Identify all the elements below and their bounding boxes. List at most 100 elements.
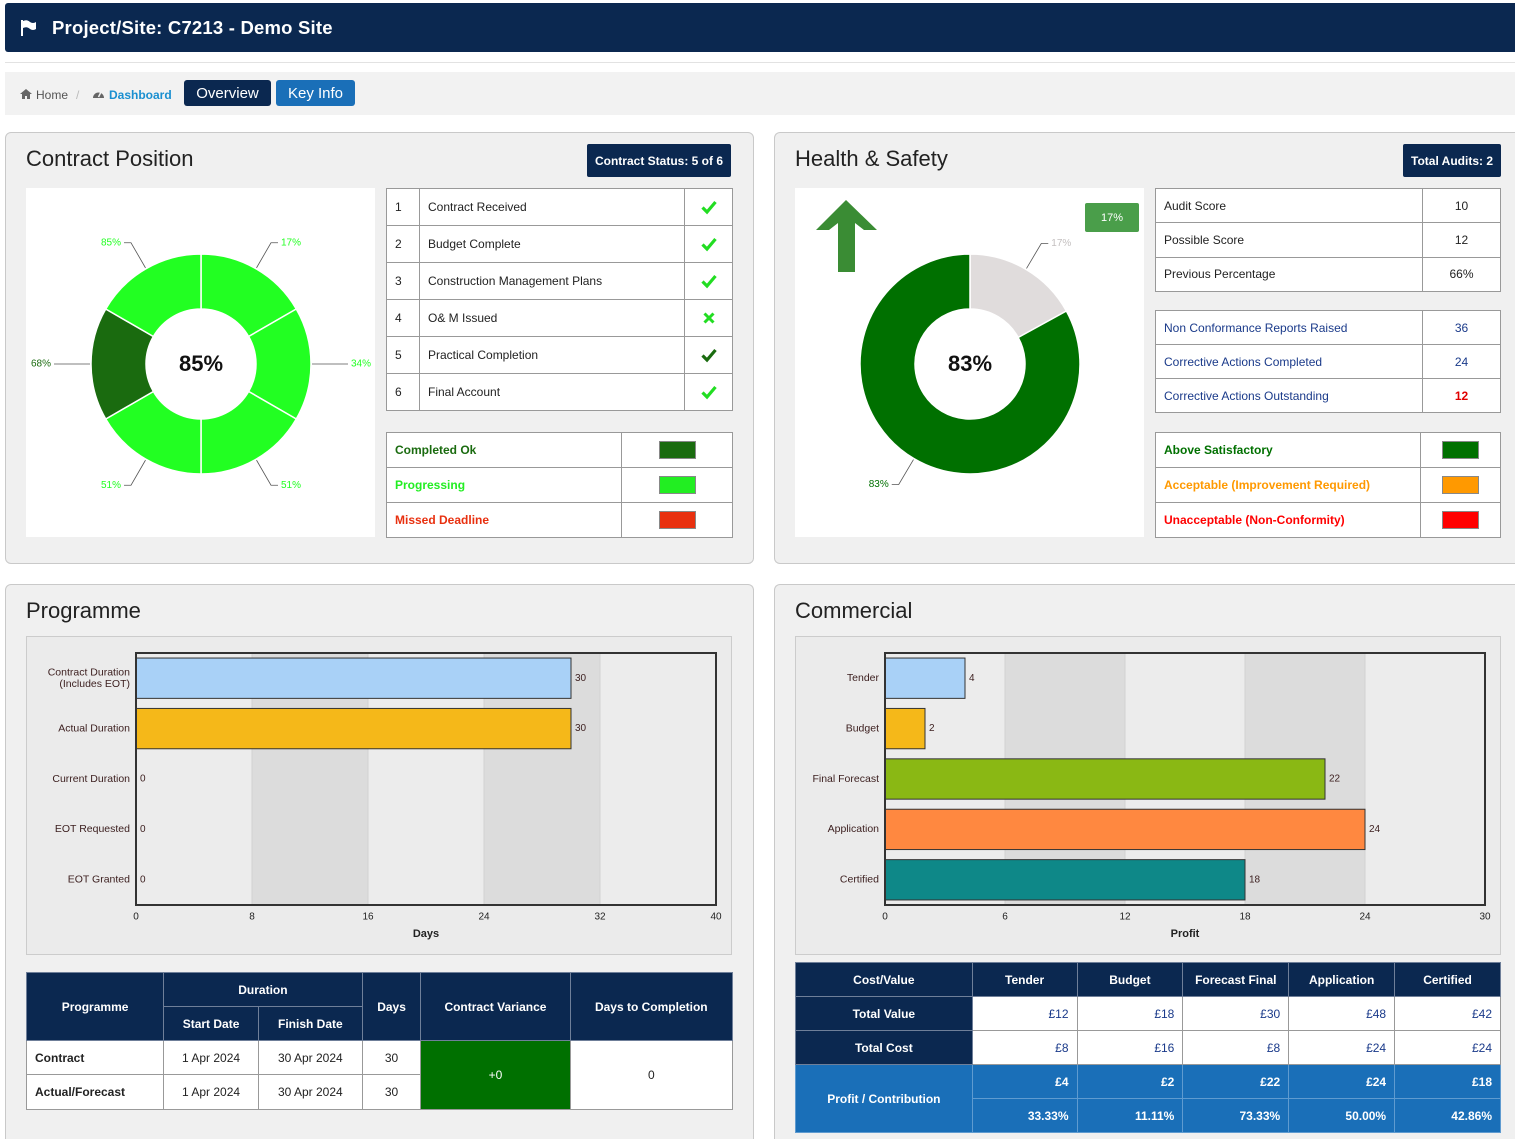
legend-swatch-cell [621,467,733,503]
stage-number: 4 [386,299,420,337]
legend-row: Completed Ok [386,432,733,468]
x-tick-label: 0 [133,912,139,923]
stage-number: 6 [386,373,420,411]
slice-label: 17% [1051,238,1071,249]
score-label: Corrective Actions Outstanding [1155,378,1423,413]
x-tick-label: 8 [249,912,255,923]
cell: 1 Apr 2024 [163,1040,259,1075]
bar [884,758,1326,800]
category-label: Final Forecast [812,773,879,785]
header-cell: Tender [971,962,1078,997]
donut-center-label: 83% [948,351,992,376]
x-tick-label: 30 [1479,912,1491,923]
tab-button[interactable]: Overview [184,80,271,106]
panel-title: Contract Position [26,146,194,171]
status-icon [700,274,717,289]
slice-label: 51% [101,480,121,491]
divider [5,62,1515,63]
programme-table: Programme Duration Days Contract Varianc… [25,972,734,1110]
value-label: 30 [575,723,587,734]
leader-line [256,242,278,269]
legend-swatch-cell [1420,502,1501,538]
bar [884,707,926,750]
cell: 30 Apr 2024 [257,1040,363,1075]
x-tick-label: 0 [882,912,888,923]
profit-row: 33.33% 11.11% 73.33% 50.00% 42.86% [796,1098,1501,1133]
check-mark [700,200,717,215]
header-row: Start Date Finish Date [27,1006,733,1041]
breadcrumb-home[interactable]: Home [36,88,69,102]
leader-line [124,459,146,486]
header-cell: Contract Variance [420,972,571,1041]
panel-title: Commercial [795,598,913,623]
value-label: 24 [1369,824,1381,835]
commercial-table: Cost/Value Tender Budget Forecast Final Appl… [795,962,1501,1133]
cell: £42 [1394,996,1501,1031]
score-value: 12 [1422,222,1501,258]
plot-border [135,652,717,906]
x-tick-label: 40 [710,912,722,923]
check-mark [700,274,717,289]
home-icon [20,89,32,99]
bar [884,859,1246,901]
header-cell: Application [1288,962,1396,997]
profit-cell: 73.33% [1182,1098,1290,1133]
stage-name: Contract Received [419,188,685,226]
header-cell: Start Date [163,1006,259,1041]
stage-row: 6 Final Account [386,373,733,411]
profit-cell: £4 [971,1064,1078,1099]
x-axis-label: Days [413,928,439,940]
value-label: 22 [1329,774,1341,785]
tab-button[interactable]: Key Info [276,80,355,106]
slice-label: 85% [101,237,121,248]
profit-cell: 50.00% [1288,1098,1396,1133]
cell: £18 [1076,996,1184,1031]
score-row: Audit Score 10 [1155,187,1501,224]
value-label: 0 [140,874,146,885]
trend-badge-label: 17% [1101,212,1123,224]
score-value: 24 [1422,344,1501,379]
value-label: 0 [140,824,146,835]
x-tick-label: 12 [1119,912,1131,923]
leader-line [891,459,914,485]
x-tick-label: 6 [1002,912,1008,923]
stage-number: 2 [386,225,420,263]
stage-number: 1 [386,188,420,226]
plot-border [884,652,1486,906]
cell: 0 [569,1040,734,1110]
stage-status [684,262,733,300]
header-cell: Programme [25,972,165,1041]
cell: £24 [1288,1030,1396,1065]
stage-row: 1 Contract Received [386,188,733,226]
leader-line [124,242,146,269]
score-value: 10 [1422,187,1501,224]
stage-status [684,225,733,263]
profit-row: Profit / Contribution £4 £2 £22 £24 £18 [795,1064,1501,1133]
score-value: 66% [1422,256,1501,293]
legend-swatch [1442,476,1479,494]
slice-label: 68% [31,359,51,370]
stage-name: Practical Completion [419,336,685,374]
score-label: Corrective Actions Completed [1155,344,1423,379]
category-label: Tender [847,672,880,684]
legend-label: Missed Deadline [386,502,622,538]
table-row: Total Cost £8 £16 £8 £24 £24 [795,1030,1501,1065]
audit-badge: Total Audits: 2 [1403,144,1501,177]
slice-label: 34% [351,359,371,370]
variance-cell: +0 [420,1040,571,1110]
profit-cell: £18 [1394,1064,1501,1099]
bar [884,808,1366,851]
plot-band [1365,653,1485,905]
x-axis-label: Profit [1171,928,1200,940]
breadcrumb-current[interactable]: Dashboard [109,88,172,102]
category-label: Application [828,823,880,835]
stage-name: O& M Issued [419,299,685,337]
bar [135,657,572,699]
cell: £8 [971,1030,1078,1065]
score-row: Corrective Actions Outstanding 12 [1155,378,1501,413]
legend-swatch-cell [1420,432,1501,468]
legend-swatch-cell [621,502,733,538]
score-row: Non Conformance Reports Raised 36 [1155,310,1501,345]
donut-center-label: 85% [179,351,223,376]
